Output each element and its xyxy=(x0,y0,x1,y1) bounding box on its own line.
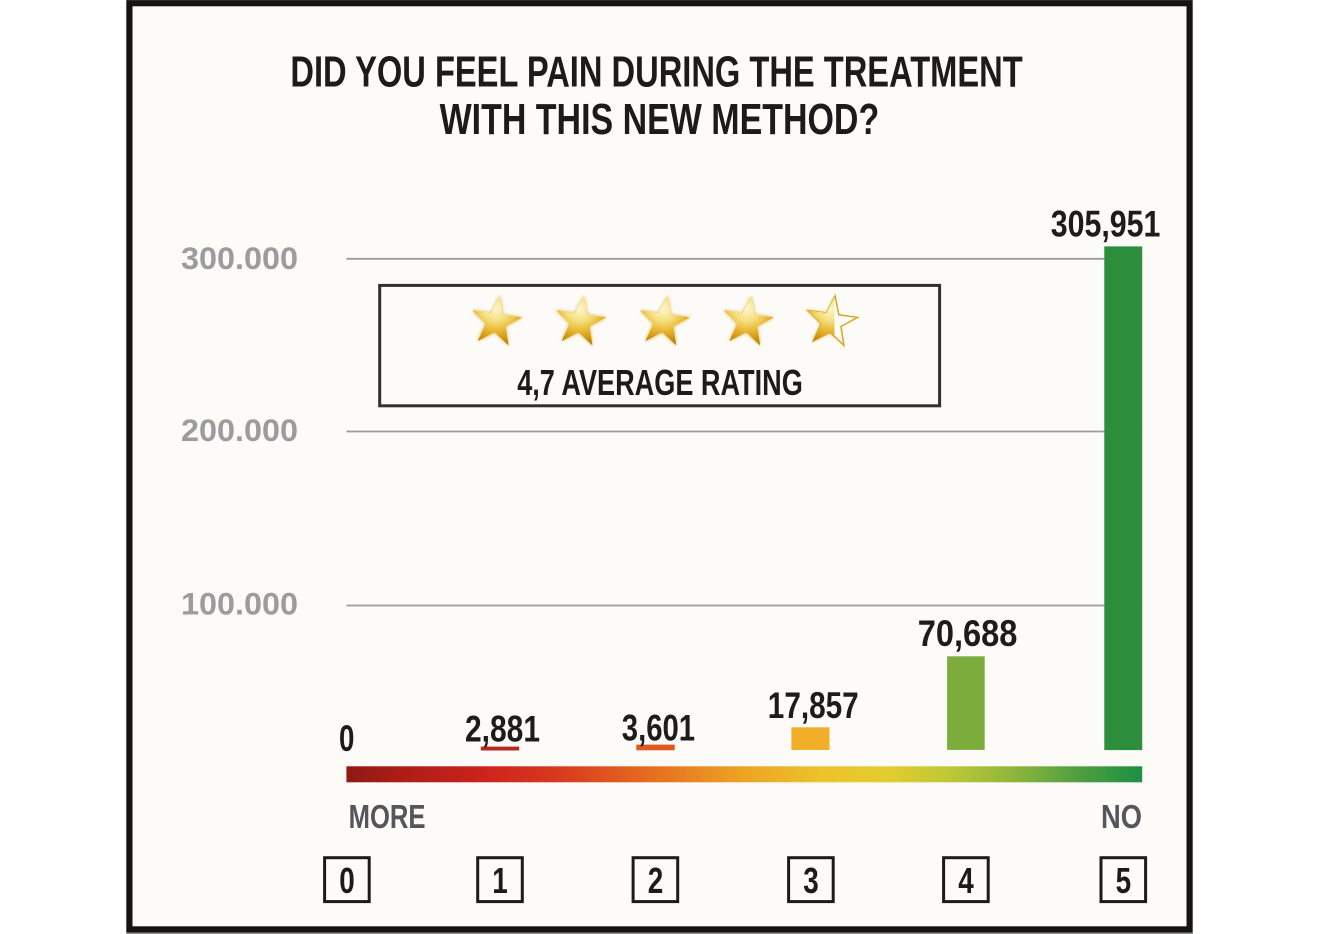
svg-text:17,857: 17,857 xyxy=(768,685,859,726)
svg-text:4: 4 xyxy=(958,860,974,901)
svg-text:0: 0 xyxy=(339,718,354,759)
svg-text:4,7 AVERAGE RATING: 4,7 AVERAGE RATING xyxy=(517,362,803,403)
svg-text:5: 5 xyxy=(1116,860,1132,901)
svg-text:300.000: 300.000 xyxy=(181,241,298,276)
svg-text:WITH THIS NEW METHOD?: WITH THIS NEW METHOD? xyxy=(440,95,880,144)
svg-text:1: 1 xyxy=(492,860,508,901)
svg-text:70,688: 70,688 xyxy=(918,613,1018,654)
svg-text:MORE: MORE xyxy=(349,798,426,835)
svg-text:3,601: 3,601 xyxy=(622,708,695,749)
svg-text:305,951: 305,951 xyxy=(1051,203,1161,244)
svg-text:NO: NO xyxy=(1101,798,1142,835)
svg-text:100.000: 100.000 xyxy=(181,587,298,622)
svg-text:2: 2 xyxy=(648,860,664,901)
svg-text:200.000: 200.000 xyxy=(181,413,298,448)
svg-text:DID YOU FEEL PAIN DURING THE T: DID YOU FEEL PAIN DURING THE TREATMENT xyxy=(290,48,1022,97)
svg-text:2,881: 2,881 xyxy=(465,709,540,750)
svg-text:3: 3 xyxy=(803,860,819,901)
svg-text:0: 0 xyxy=(339,860,355,901)
